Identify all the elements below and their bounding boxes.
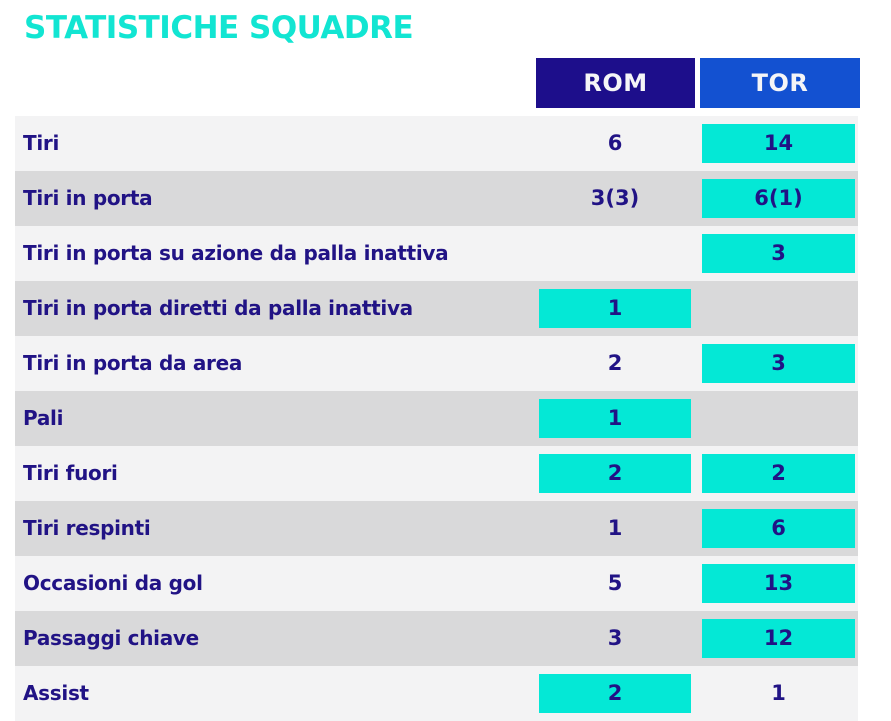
stat-value-rom: 2 [539, 674, 691, 713]
stat-label: Tiri in porta su azione da palla inattiv… [23, 241, 449, 265]
stat-row: Tiri fuori 2 2 [15, 446, 858, 501]
stat-value-tor: 2 [702, 454, 855, 493]
stat-value-rom: 1 [539, 399, 691, 438]
stat-value-rom: 2 [539, 454, 691, 493]
stat-value-tor: 6(1) [702, 179, 855, 218]
stat-value-rom [539, 234, 691, 273]
stat-label: Tiri fuori [23, 461, 118, 485]
stat-value-rom: 1 [607, 516, 623, 540]
stat-value-rom: 6 [607, 131, 623, 155]
stat-row: Passaggi chiave 3 12 [15, 611, 858, 666]
team-column-header-tor: TOR [700, 58, 860, 108]
stat-value-tor [702, 289, 855, 328]
stat-label: Assist [23, 681, 89, 705]
stat-row: Tiri respinti 1 6 [15, 501, 858, 556]
team-column-header-rom: ROM [536, 58, 695, 108]
stat-value-rom: 5 [607, 571, 623, 595]
stat-value-rom: 3(3) [590, 186, 640, 210]
stat-label: Tiri respinti [23, 516, 151, 540]
page-title: STATISTICHE SQUADRE [24, 10, 414, 46]
stat-row: Tiri in porta su azione da palla inattiv… [15, 226, 858, 281]
stat-value-tor: 1 [771, 681, 786, 705]
stat-label: Tiri in porta diretti da palla inattiva [23, 296, 413, 320]
stat-value-tor: 6 [702, 509, 855, 548]
stat-label: Tiri in porta [23, 186, 153, 210]
stat-value-rom: 1 [539, 289, 691, 328]
stat-label: Passaggi chiave [23, 626, 199, 650]
stat-row: Tiri in porta 3(3) 6(1) [15, 171, 858, 226]
stat-value-tor: 14 [702, 124, 855, 163]
stat-row: Tiri in porta da area 2 3 [15, 336, 858, 391]
stat-value-tor: 13 [702, 564, 855, 603]
stat-value-tor: 12 [702, 619, 855, 658]
stat-value-tor: 3 [702, 234, 855, 273]
stat-label: Pali [23, 406, 64, 430]
stats-table: Tiri 6 14 Tiri in porta 3(3) 6(1) Tiri in port… [15, 116, 858, 721]
stat-row: Tiri in porta diretti da palla inattiva 1 [15, 281, 858, 336]
stat-label: Tiri [23, 131, 60, 155]
stat-row: Assist 2 1 [15, 666, 858, 721]
stat-row: Occasioni da gol 5 13 [15, 556, 858, 611]
stat-value-rom: 2 [607, 351, 623, 375]
stat-row: Tiri 6 14 [15, 116, 858, 171]
stat-value-rom: 3 [607, 626, 623, 650]
stat-value-tor [702, 399, 855, 438]
stat-label: Tiri in porta da area [23, 351, 243, 375]
stat-label: Occasioni da gol [23, 571, 203, 595]
stat-row: Pali 1 [15, 391, 858, 446]
stat-value-tor: 3 [702, 344, 855, 383]
